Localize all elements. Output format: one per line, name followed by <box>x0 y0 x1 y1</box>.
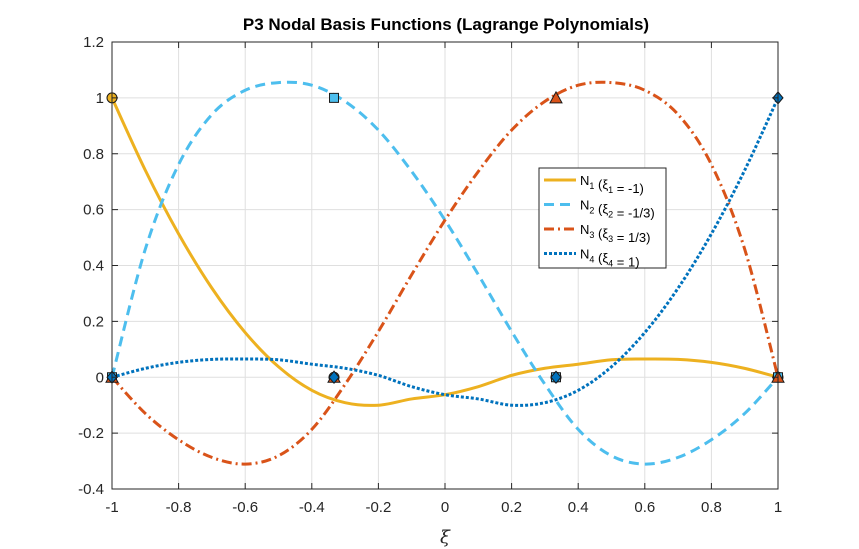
x-tick-label: 0.8 <box>701 499 722 516</box>
legend-label-1: N1 (ξ1 = -1) <box>580 173 644 196</box>
axis-ticks: -1 -0.8 -0.6 -0.4 -0.2 0 0.2 0.4 0.6 0.8 1 -0.4 -0.2… <box>78 34 782 516</box>
x-tick-label: -0.2 <box>365 499 391 516</box>
x-tick-label: -1 <box>105 499 118 516</box>
series-line-4 <box>111 97 780 407</box>
series-line-3 <box>110 80 780 466</box>
grid <box>111 41 779 490</box>
node-marker-4-2 <box>328 370 340 385</box>
series-line-2 <box>110 80 780 466</box>
node-marker-4-3 <box>550 370 562 385</box>
x-tick-label: -0.6 <box>232 499 258 516</box>
x-tick-label: 0.4 <box>568 499 589 516</box>
x-tick-label: 0 <box>441 499 449 516</box>
node-marker-3-3 <box>549 90 563 104</box>
legend-label-4: N4 (ξ4 = 1) <box>580 247 640 270</box>
y-tick-label: 0.4 <box>83 258 104 275</box>
legend-box <box>538 167 667 269</box>
y-tick-label: 0.2 <box>83 313 104 330</box>
series-curves <box>110 80 780 466</box>
y-tick-label: 0.8 <box>83 146 104 163</box>
legend: N1 (ξ1 = -1)N2 (ξ2 = -1/3)N3 (ξ3 = 1/3)N… <box>538 167 667 270</box>
x-tick-label: -0.4 <box>299 499 325 516</box>
chart-title: P3 Nodal Basis Functions (Lagrange Polyn… <box>243 15 649 34</box>
y-tick-label: -0.4 <box>78 481 104 498</box>
y-tick-label: -0.2 <box>78 425 104 442</box>
y-tick-label: 0.6 <box>83 202 104 219</box>
legend-label-3: N3 (ξ3 = 1/3) <box>580 222 650 245</box>
node-marker-2-2 <box>329 92 340 103</box>
y-tick-label: 1.2 <box>83 34 104 51</box>
node-markers <box>105 90 785 385</box>
y-tick-label: 0 <box>96 369 104 386</box>
x-tick-label: 1 <box>774 499 782 516</box>
x-axis-label: ξ <box>440 527 451 548</box>
series-line-1 <box>110 97 779 407</box>
x-tick-label: 0.2 <box>501 499 522 516</box>
x-tick-label: 0.6 <box>634 499 655 516</box>
legend-label-2: N2 (ξ2 = -1/3) <box>580 198 655 221</box>
x-tick-label: -0.8 <box>166 499 192 516</box>
y-tick-label: 1 <box>96 90 104 107</box>
